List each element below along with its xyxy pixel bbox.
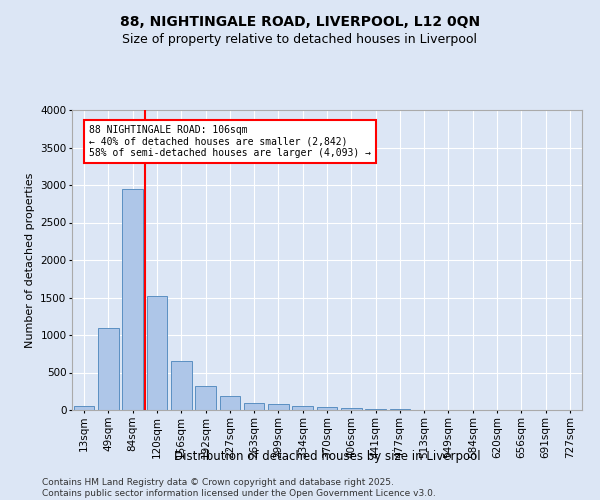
Bar bbox=[244, 403, 265, 410]
Text: 88 NIGHTINGALE ROAD: 106sqm
← 40% of detached houses are smaller (2,842)
58% of : 88 NIGHTINGALE ROAD: 106sqm ← 40% of det… bbox=[89, 125, 371, 158]
Bar bbox=[98, 328, 119, 410]
Bar bbox=[389, 409, 410, 410]
Bar bbox=[146, 296, 167, 410]
Text: Contains HM Land Registry data © Crown copyright and database right 2025.
Contai: Contains HM Land Registry data © Crown c… bbox=[42, 478, 436, 498]
Bar bbox=[220, 396, 240, 410]
Bar bbox=[317, 408, 337, 410]
Bar bbox=[171, 361, 191, 410]
Bar bbox=[268, 404, 289, 410]
Bar bbox=[292, 406, 313, 410]
Text: 88, NIGHTINGALE ROAD, LIVERPOOL, L12 0QN: 88, NIGHTINGALE ROAD, LIVERPOOL, L12 0QN bbox=[120, 15, 480, 29]
Bar bbox=[122, 188, 143, 410]
Text: Size of property relative to detached houses in Liverpool: Size of property relative to detached ho… bbox=[122, 32, 478, 46]
Text: Distribution of detached houses by size in Liverpool: Distribution of detached houses by size … bbox=[173, 450, 481, 463]
Bar bbox=[365, 408, 386, 410]
Bar bbox=[74, 406, 94, 410]
Bar bbox=[341, 408, 362, 410]
Bar bbox=[195, 386, 216, 410]
Y-axis label: Number of detached properties: Number of detached properties bbox=[25, 172, 35, 348]
